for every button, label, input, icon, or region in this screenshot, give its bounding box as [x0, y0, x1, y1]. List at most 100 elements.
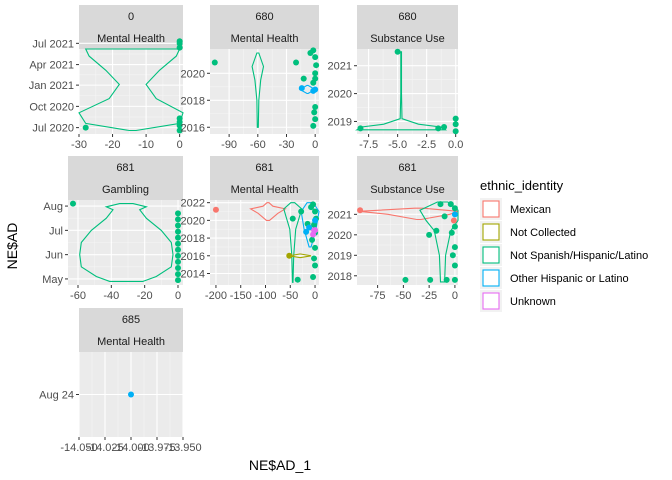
- legend-item: Unknown: [480, 290, 556, 312]
- data-point: [311, 109, 318, 116]
- data-point: [447, 201, 454, 208]
- y-tick-label: Aug 24: [39, 390, 74, 402]
- y-tick-label: 2020: [328, 230, 352, 242]
- y-tick-label: 2019: [328, 116, 352, 128]
- facet-strip-label-top: 680: [398, 11, 416, 23]
- data-point: [313, 62, 320, 69]
- legend-label: Not Collected: [510, 227, 576, 239]
- facet-strip-top: [79, 5, 183, 27]
- data-point: [452, 121, 459, 128]
- y-tick-label: Jul 2021: [32, 38, 74, 50]
- data-point: [312, 262, 319, 269]
- data-point: [309, 236, 316, 243]
- x-tick-label: -13.950: [164, 442, 201, 454]
- data-point: [441, 213, 448, 220]
- y-tick-label: Apr 2021: [29, 60, 74, 72]
- y-tick-label: 2020: [181, 215, 205, 227]
- y-tick-label: 2020: [328, 89, 352, 101]
- x-tick-label: -5.0: [388, 139, 407, 151]
- data-point: [452, 128, 459, 135]
- data-point: [312, 116, 319, 123]
- x-tick-label: -2.5: [417, 139, 436, 151]
- facet-strip-label-bottom: Substance Use: [370, 33, 445, 45]
- x-tick-label: 0.0: [448, 139, 463, 151]
- x-tick-label: -25: [421, 290, 437, 302]
- facet-strip-top: [79, 308, 183, 330]
- x-tick-label: 0: [175, 290, 181, 302]
- facet-strip-top: [357, 156, 458, 178]
- data-point: [306, 224, 313, 231]
- data-point: [451, 276, 458, 283]
- data-point: [312, 54, 319, 61]
- x-tick-label: -40: [103, 290, 119, 302]
- legend-title: ethnic_identity: [480, 178, 564, 193]
- data-point: [307, 50, 314, 57]
- x-tick-label: -60: [250, 139, 266, 151]
- data-point: [82, 124, 89, 131]
- data-point: [312, 227, 319, 234]
- data-point: [312, 244, 319, 251]
- facet-strip-label-bottom: Mental Health: [97, 336, 165, 348]
- x-tick-label: -90: [221, 139, 237, 151]
- y-tick-label: 2022: [181, 198, 205, 210]
- data-point: [70, 200, 76, 207]
- x-tick-label: -50: [282, 290, 298, 302]
- facet-strip-label-top: 0: [128, 11, 134, 23]
- facet-strip-label-bottom: Mental Health: [231, 184, 299, 196]
- data-point: [128, 391, 134, 398]
- x-tick-label: 0: [312, 139, 318, 151]
- y-tick-label: Jul 2020: [32, 123, 74, 135]
- data-point: [452, 115, 459, 122]
- data-point: [175, 246, 181, 253]
- x-tick-label: -13.975: [138, 442, 175, 454]
- violin-shape: [251, 52, 265, 128]
- data-point: [175, 258, 181, 265]
- data-point: [293, 59, 300, 66]
- facet-strip-bottom: [210, 178, 319, 200]
- y-tick-label: 2021: [328, 61, 352, 73]
- x-tick-label: -50: [395, 290, 411, 302]
- y-tick-label: 2016: [181, 122, 205, 134]
- y-tick-label: 2020: [181, 68, 205, 80]
- facet-strip-label-top: 685: [122, 314, 140, 326]
- data-point: [310, 79, 317, 86]
- y-tick-label: Aug: [43, 201, 63, 213]
- data-point: [443, 276, 450, 283]
- y-tick-label: 2014: [181, 268, 205, 280]
- y-tick-label: Oct 2020: [29, 101, 74, 113]
- facet-strip-label-top: 681: [255, 162, 273, 174]
- data-point: [294, 276, 301, 283]
- data-point: [175, 216, 181, 223]
- y-tick-label: 2018: [328, 271, 352, 283]
- legend: ethnic_identity Mexican Not Collected Not …: [480, 178, 648, 312]
- x-tick-label: 0: [177, 139, 183, 151]
- x-tick-label: -60: [70, 290, 86, 302]
- facet-strip-label-top: 681: [116, 162, 134, 174]
- facet-panel: 680 Mental Health -90 -60 -30 0 2016 2018 2020: [181, 5, 320, 151]
- data-point: [175, 234, 181, 241]
- legend-item: Mexican: [480, 198, 551, 220]
- data-point: [175, 265, 181, 271]
- data-point: [402, 276, 409, 283]
- data-point: [312, 104, 319, 111]
- facet-strip-bottom: [210, 27, 319, 49]
- legend-label: Unknown: [510, 296, 556, 308]
- facet-panel: 0 Mental Health -30 -20 -10 0 Jul 2020 Oct 2020…: [29, 5, 184, 151]
- facet-strip-label-bottom: Gambling: [102, 184, 149, 196]
- facet-strip-bottom: [79, 330, 183, 352]
- data-point: [176, 127, 183, 134]
- legend-label: Other Hispanic or Latino: [510, 273, 629, 285]
- data-point: [298, 85, 305, 92]
- violin-shape: [300, 202, 320, 248]
- x-tick-label: 0: [452, 290, 458, 302]
- x-tick-label: 0: [312, 290, 318, 302]
- x-tick-label: -20: [105, 139, 121, 151]
- data-point: [175, 277, 181, 284]
- x-tick-label: -75: [370, 290, 386, 302]
- data-point: [211, 59, 218, 66]
- y-tick-label: 2018: [181, 95, 205, 107]
- data-point: [451, 211, 458, 218]
- data-point: [449, 252, 456, 259]
- facet-panel: 680 Substance Use -7.5 -5.0 -2.5 0.0 2019 2020 2…: [328, 5, 463, 151]
